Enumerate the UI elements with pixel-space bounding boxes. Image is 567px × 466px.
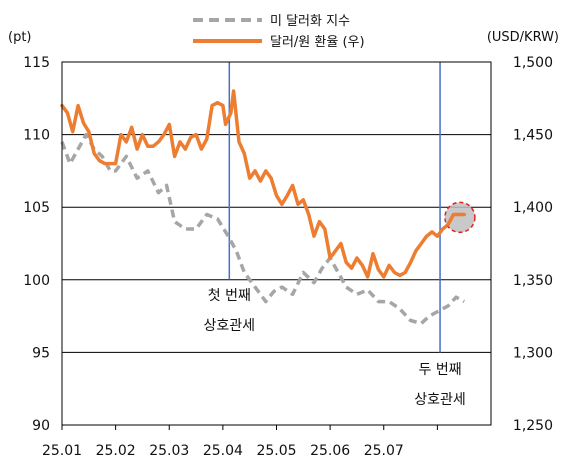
y-right-tick-label-2: 1,350 bbox=[513, 273, 553, 289]
y-right-tick-label-4: 1,450 bbox=[513, 128, 553, 144]
highlight-group bbox=[444, 201, 476, 234]
y-axis-right: 1,250 1,300 1,350 1,400 1,450 1,500 bbox=[513, 55, 553, 434]
x-tick-label-4: 25.05 bbox=[256, 443, 296, 459]
y-right-tick-label-0: 1,250 bbox=[513, 418, 553, 434]
x-axis: 25.01 25.02 25.03 25.04 25.05 25.06 25.07 bbox=[42, 425, 438, 459]
x-tick-label-6: 25.07 bbox=[364, 443, 404, 459]
x-tick-label-2: 25.03 bbox=[149, 443, 189, 459]
legend-label-dollar-index: 미 달러화 지수 bbox=[270, 14, 350, 29]
series-line-0 bbox=[60, 132, 466, 326]
x-tick-label-1: 25.02 bbox=[96, 443, 136, 459]
left-unit-label: (pt) bbox=[8, 30, 32, 45]
y-right-tick-label-5: 1,500 bbox=[513, 55, 553, 71]
x-tick-label-5: 25.06 bbox=[310, 443, 350, 459]
series-line-1 bbox=[60, 89, 466, 279]
highlight-circle bbox=[444, 201, 476, 234]
x-tick-label-3: 25.04 bbox=[203, 443, 243, 459]
y-left-tick-label-0: 90 bbox=[32, 418, 50, 434]
x-tick-label-0: 25.01 bbox=[42, 443, 82, 459]
marker-label-1-1: 상호관세 bbox=[414, 392, 466, 408]
y-left-tick-label-3: 105 bbox=[23, 200, 50, 216]
legend: 미 달러화 지수 달러/원 환율 (우) bbox=[193, 14, 365, 50]
legend-label-usdkrw: 달러/원 환율 (우) bbox=[270, 35, 365, 50]
marker-label-0-0: 첫 번째 bbox=[208, 288, 251, 304]
right-unit-label: (USD/KRW) bbox=[487, 30, 559, 45]
marker-label-0-1: 상호관세 bbox=[204, 318, 256, 334]
y-axis-left: 90 95 100 105 110 115 bbox=[23, 55, 50, 434]
y-right-tick-label-1: 1,300 bbox=[513, 345, 553, 361]
series-lines bbox=[60, 89, 466, 326]
y-left-tick-label-4: 110 bbox=[23, 128, 50, 144]
marker-label-1-0: 두 번째 bbox=[419, 362, 462, 378]
event-markers bbox=[228, 62, 441, 353]
y-left-tick-label-1: 95 bbox=[32, 345, 50, 361]
y-left-tick-label-5: 115 bbox=[23, 55, 50, 71]
y-right-tick-label-3: 1,400 bbox=[513, 200, 553, 216]
y-left-tick-label-2: 100 bbox=[23, 273, 50, 289]
highlight-series-overlay bbox=[446, 212, 466, 227]
